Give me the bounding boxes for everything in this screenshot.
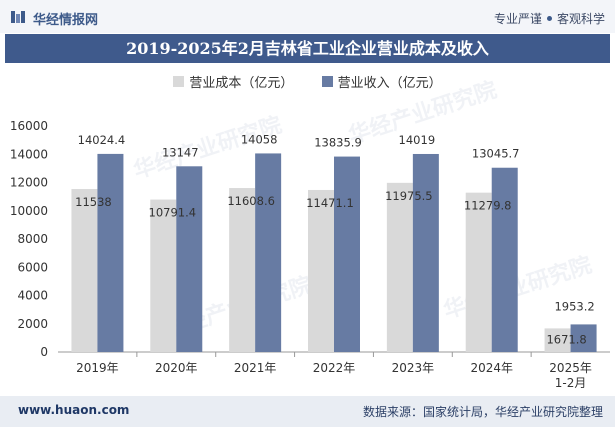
x-tick-label: 2024年 xyxy=(470,361,513,375)
chart-title: 2019-2025年2月吉林省工业企业营业成本及收入 xyxy=(126,39,489,58)
cost-bar xyxy=(229,188,256,352)
x-tick-label: 2019年 xyxy=(76,361,119,375)
x-tick-label: 2023年 xyxy=(392,361,435,375)
revenue-bar xyxy=(255,153,282,352)
cost-bar xyxy=(150,199,177,352)
slogan: 专业严谨 客观科学 xyxy=(494,10,605,27)
legend-item-revenue: 营业收入（亿元） xyxy=(321,72,442,91)
cost-data-label: 1671.8 xyxy=(546,332,586,346)
cost-bar xyxy=(386,182,413,352)
cost-data-label: 10791.4 xyxy=(149,206,197,220)
cost-bar xyxy=(71,189,98,352)
revenue-data-label: 14019 xyxy=(399,133,436,147)
cost-bar xyxy=(465,192,492,352)
slogan-left: 专业严谨 xyxy=(493,12,542,26)
title-bar: 2019-2025年2月吉林省工业企业营业成本及收入 xyxy=(5,34,610,63)
revenue-data-label: 13147 xyxy=(162,145,199,159)
y-tick-label: 2000 xyxy=(17,317,48,331)
revenue-data-label: 13045.7 xyxy=(472,147,520,161)
revenue-bar xyxy=(491,167,518,352)
cost-data-label: 11538 xyxy=(75,195,112,209)
x-tick-label: 2020年 xyxy=(155,361,198,375)
y-tick-label: 16000 xyxy=(10,119,48,133)
revenue-data-label: 1953.2 xyxy=(554,299,594,313)
slogan-dot-icon xyxy=(546,16,552,21)
data-source: 数据来源：国家统计局，华经产业研究院整理 xyxy=(362,405,603,419)
cost-data-label: 11471.1 xyxy=(306,196,354,210)
revenue-bar xyxy=(176,166,203,352)
legend: 营业成本（亿元） 营业收入（亿元） xyxy=(0,72,615,92)
revenue-bar xyxy=(570,324,597,352)
revenue-bar xyxy=(412,153,439,352)
cost-data-label: 11279.8 xyxy=(464,199,512,213)
revenue-bar xyxy=(334,156,360,352)
brand-name: 华经情报网 xyxy=(33,13,99,28)
y-tick-label: 6000 xyxy=(17,260,48,274)
y-tick-label: 10000 xyxy=(10,204,48,218)
y-tick-label: 12000 xyxy=(10,176,48,190)
revenue-data-label: 14024.4 xyxy=(78,133,126,147)
slogan-right: 客观科学 xyxy=(556,12,605,26)
huajing-logo-icon xyxy=(11,11,25,23)
revenue-data-label: 14058 xyxy=(241,132,278,146)
cost-data-label: 11608.6 xyxy=(227,194,275,208)
revenue-data-label: 13835.9 xyxy=(314,136,362,150)
y-tick-label: 0 xyxy=(40,345,48,359)
x-tick-label: 2021年 xyxy=(234,361,277,375)
bar-chart: 0 2000 4000 6000 8000 10000 12000 14000 16000 115… xyxy=(10,119,610,390)
legend-swatch-cost xyxy=(173,76,185,87)
revenue-bar xyxy=(97,153,124,352)
y-tick-label: 8000 xyxy=(17,232,48,246)
cost-bar xyxy=(544,328,571,352)
cost-bar xyxy=(308,189,334,352)
y-tick-label: 4000 xyxy=(17,289,48,303)
header-bar: 华经情报网 专业严谨 客观科学 xyxy=(0,0,615,33)
x-tick-label: 2022年 xyxy=(313,361,356,375)
legend-swatch-revenue xyxy=(321,76,333,87)
website-link[interactable]: www.huaon.com xyxy=(18,403,130,417)
legend-label-cost: 营业成本（亿元） xyxy=(189,76,294,91)
cost-data-label: 11975.5 xyxy=(385,189,433,203)
legend-label-revenue: 营业收入（亿元） xyxy=(337,76,442,91)
legend-item-cost: 营业成本（亿元） xyxy=(173,72,293,91)
x-tick-label: 2025年 1-2月 xyxy=(549,361,592,390)
y-tick-label: 14000 xyxy=(10,147,48,161)
footer-bar: www.huaon.com 数据来源：国家统计局，华经产业研究院整理 xyxy=(0,396,615,427)
